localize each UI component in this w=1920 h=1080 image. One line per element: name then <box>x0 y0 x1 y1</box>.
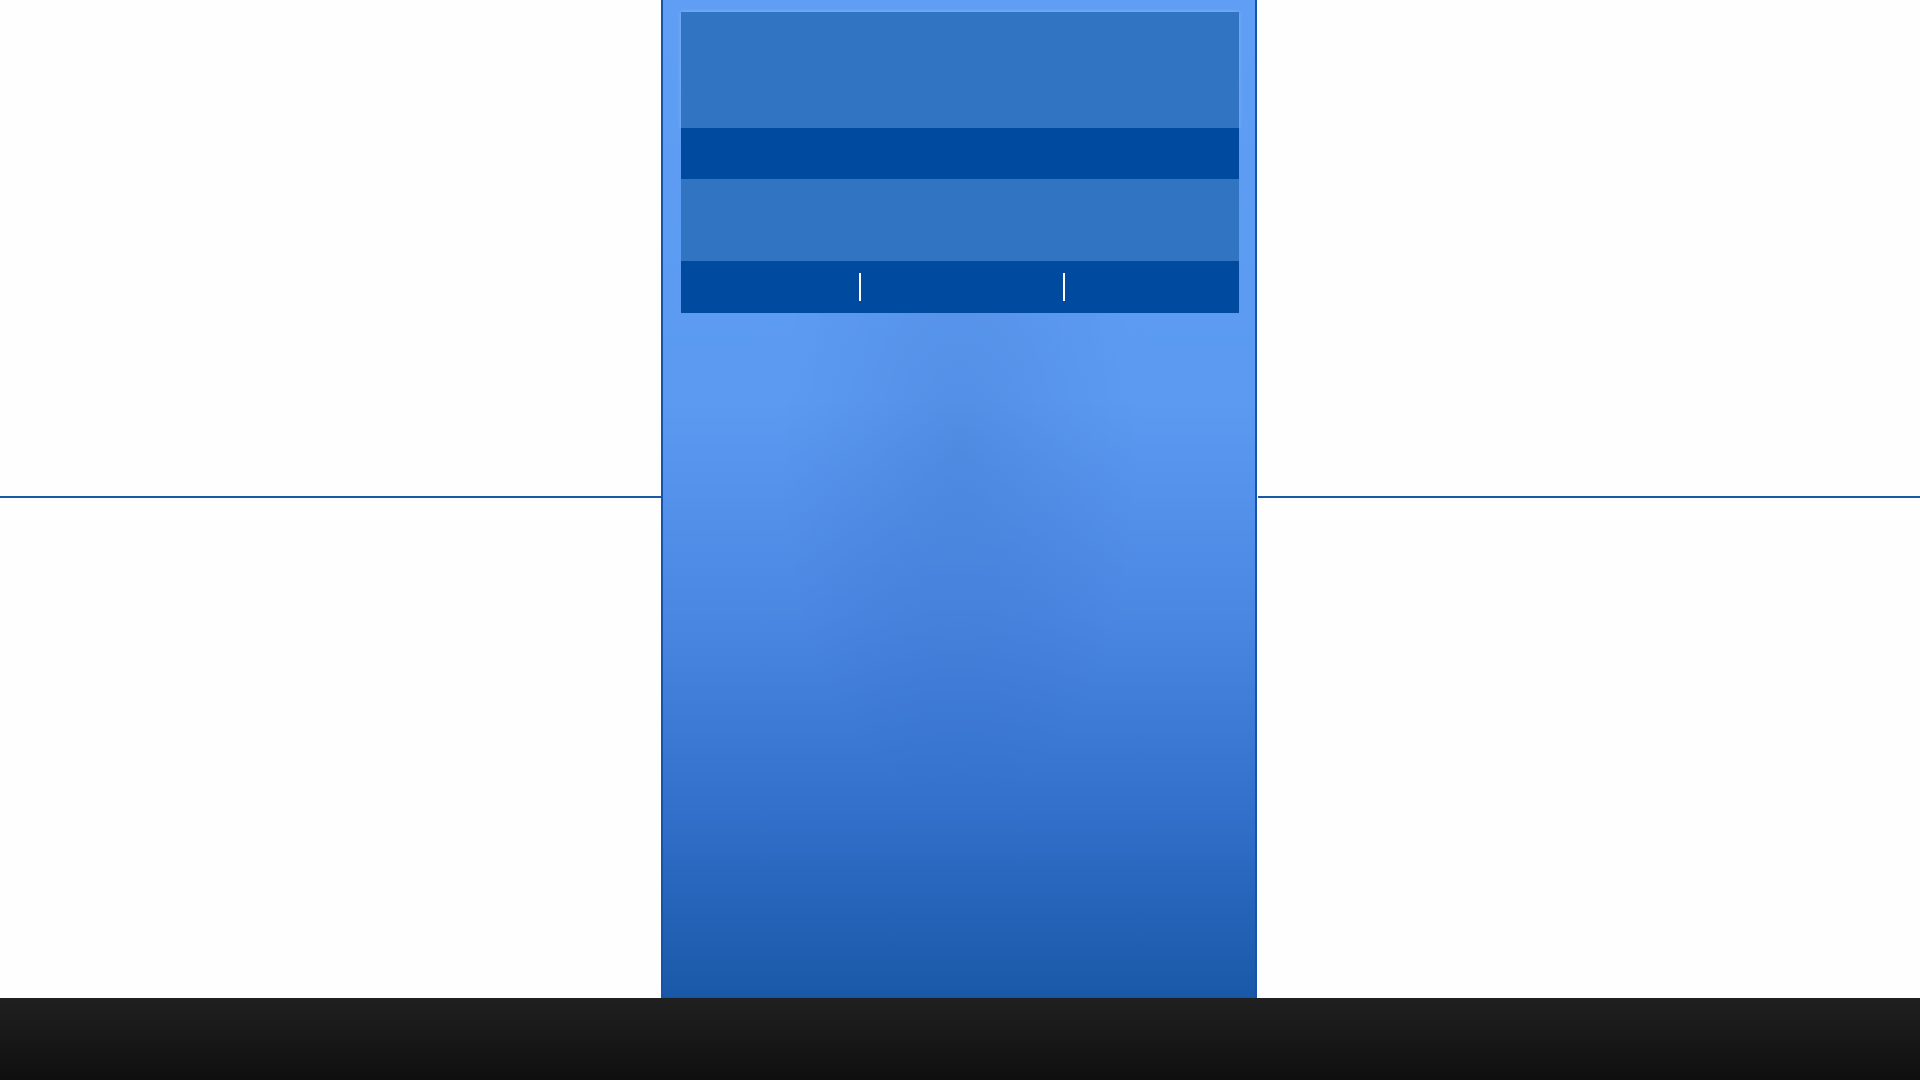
panel-band-2 <box>681 261 1239 313</box>
divider-line-left <box>0 496 662 498</box>
panel-header-block <box>681 12 1239 128</box>
divider-line-right <box>1258 496 1920 498</box>
panel-mid-block <box>681 179 1239 261</box>
center-panel <box>661 0 1257 998</box>
taskbar <box>0 998 1920 1080</box>
band-separator-2 <box>1063 273 1065 301</box>
band-separator-1 <box>859 273 861 301</box>
panel-band-1 <box>681 128 1239 179</box>
